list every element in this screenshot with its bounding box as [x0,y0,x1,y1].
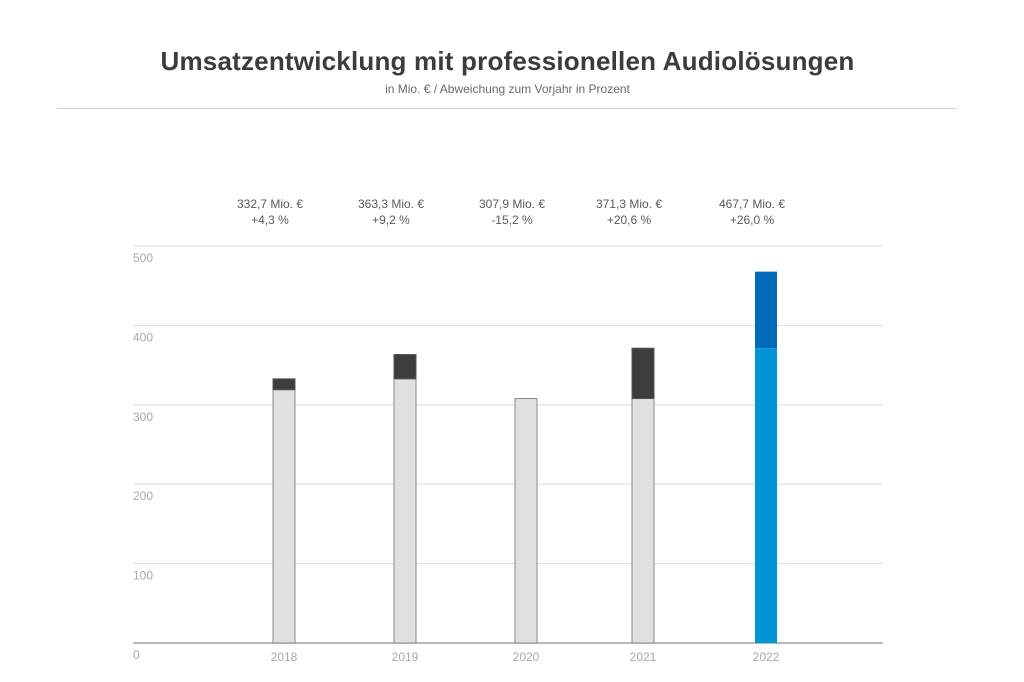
x-tick-label: 2019 [392,650,419,664]
chart-subtitle: in Mio. € / Abweichung zum Vorjahr in Pr… [385,82,630,96]
title-divider [57,108,957,109]
change-label: +4,3 % [251,213,289,227]
y-tick-label: 400 [133,330,153,344]
value-label: 371,3 Mio. € [596,197,662,211]
bar-increase-segment [755,271,777,349]
value-label: 307,9 Mio. € [479,197,545,211]
bar-base-segment [631,398,655,644]
x-tick-label: 2021 [630,650,657,664]
bar-increase-segment [272,378,296,391]
change-label: +9,2 % [372,213,410,227]
bar-base-segment [514,398,538,644]
y-tick-label: 100 [133,569,153,583]
bar-base-segment [272,389,296,644]
change-label: +20,6 % [607,213,652,227]
y-tick-label: 200 [133,489,153,503]
value-label: 467,7 Mio. € [719,197,785,211]
value-label: 363,3 Mio. € [358,197,424,211]
x-tick-label: 2022 [753,650,780,664]
y-tick-label: 0 [133,648,140,662]
bar-base-segment [755,348,777,643]
change-label: -15,2 % [491,213,533,227]
change-label: +26,0 % [730,213,775,227]
y-tick-label: 300 [133,410,153,424]
chart-title: Umsatzentwicklung mit professionellen Au… [160,46,855,76]
bar-increase-segment [631,347,655,400]
y-tick-label: 500 [133,251,153,265]
bar-base-segment [393,378,417,644]
x-tick-label: 2020 [513,650,540,664]
x-tick-label: 2018 [271,650,298,664]
value-label: 332,7 Mio. € [237,197,303,211]
bar-increase-segment [393,354,417,380]
